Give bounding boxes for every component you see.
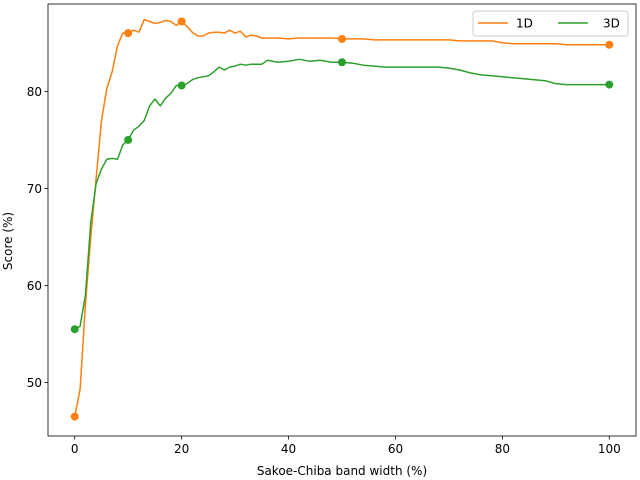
x-axis-label: Sakoe-Chiba band width (%) bbox=[257, 464, 427, 478]
data-point-1d bbox=[70, 412, 79, 421]
series-line-1d bbox=[73, 18, 610, 417]
data-point-1d bbox=[605, 40, 614, 49]
legend: 1D 3D bbox=[472, 10, 629, 37]
legend-label-1d: 1D bbox=[516, 17, 533, 31]
data-point-1d bbox=[338, 34, 346, 43]
y-axis-label: Score (%) bbox=[1, 212, 15, 270]
legend-label-3d: 3D bbox=[603, 17, 620, 31]
x-tick-label: 40 bbox=[281, 442, 296, 456]
x-axis: 0 20 40 60 80 100 bbox=[71, 436, 621, 456]
y-tick-label: 50 bbox=[27, 376, 42, 390]
data-point-3d bbox=[605, 80, 614, 89]
x-tick-label: 100 bbox=[598, 442, 621, 456]
data-point-1d bbox=[124, 29, 133, 38]
y-tick-label: 80 bbox=[27, 85, 42, 99]
data-point-1d bbox=[177, 17, 186, 26]
x-tick-label: 0 bbox=[71, 442, 79, 456]
data-point-3d bbox=[70, 325, 79, 334]
data-point-3d bbox=[124, 135, 133, 144]
legend-box bbox=[472, 10, 629, 37]
plot-area bbox=[70, 17, 614, 421]
y-tick-label: 60 bbox=[27, 279, 42, 293]
x-tick-label: 80 bbox=[495, 442, 510, 456]
data-point-3d bbox=[177, 81, 186, 90]
x-tick-label: 60 bbox=[388, 442, 403, 456]
x-tick-label: 20 bbox=[174, 442, 189, 456]
plot-frame bbox=[47, 3, 637, 437]
y-tick-label: 70 bbox=[27, 182, 42, 196]
data-point-3d bbox=[338, 58, 346, 67]
series-line-3d bbox=[74, 58, 610, 330]
y-axis: 50 60 70 80 bbox=[27, 85, 48, 390]
